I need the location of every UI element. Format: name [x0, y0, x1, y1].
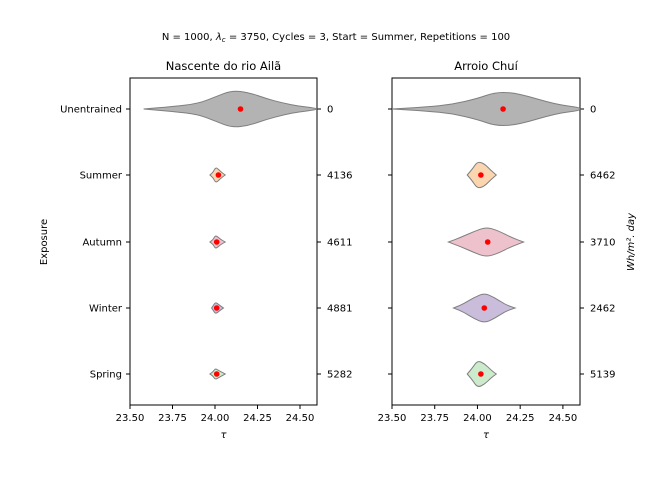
- right-value-label: 4881: [327, 304, 352, 315]
- category-label: Unentrained: [60, 105, 122, 116]
- suptitle: N = 1000, λc = 3750, Cycles = 3, Start =…: [162, 32, 510, 44]
- mean-point-autumn: [484, 239, 491, 245]
- panel-title: Nascente do rio Ailã: [166, 59, 281, 73]
- x-tick-label: 24.25: [506, 413, 535, 424]
- panel-title: Arroio Chuí: [454, 59, 518, 73]
- mean-point-unentrained: [500, 106, 506, 112]
- violin-unentrained: [391, 91, 581, 127]
- x-tick-label: 24.00: [463, 413, 492, 424]
- right-value-label: 4136: [327, 171, 352, 182]
- right-value-label: 6462: [590, 171, 615, 182]
- mean-point-summer: [215, 172, 222, 178]
- x-tick-label: 24.50: [286, 413, 315, 424]
- x-tick-label: 23.50: [378, 413, 407, 424]
- x-tick-label: 23.75: [420, 413, 449, 424]
- x-tick-label: 24.25: [243, 413, 272, 424]
- category-label: Autumn: [82, 238, 122, 249]
- suptitle-suffix: = 3750, Cycles = 3, Start = Summer, Repe…: [226, 32, 511, 43]
- x-tick-label: 23.75: [158, 413, 187, 424]
- x-axis-label: τ: [220, 430, 227, 441]
- right-value-label: 5139: [590, 370, 615, 381]
- right-value-label: 3710: [590, 238, 615, 249]
- suptitle-lambda-sub: c: [222, 36, 226, 44]
- right-value-label: 2462: [590, 304, 615, 315]
- suptitle-lambda: λ: [215, 32, 222, 43]
- mean-point-winter: [213, 305, 220, 311]
- panel-left: Nascente do rio Ailã 23.50 23.75 24.00 24.25…: [60, 59, 352, 441]
- x-tick-label: 23.50: [116, 413, 145, 424]
- mean-point-winter: [481, 305, 488, 311]
- category-label: Winter: [89, 304, 123, 315]
- panel-right: Arroio Chuí 23.50 23.75 24.00 24.25 24.50 τ 0 64…: [378, 59, 616, 441]
- mean-point-spring: [213, 371, 220, 377]
- mean-point-summer: [478, 172, 484, 178]
- right-value-label: 4611: [327, 238, 352, 249]
- y-axis-label: Exposure: [39, 219, 50, 265]
- suptitle-prefix: N = 1000,: [162, 32, 216, 43]
- mean-point-autumn: [213, 239, 220, 245]
- x-axis-label: τ: [483, 430, 490, 441]
- category-label: Summer: [80, 171, 123, 182]
- right-value-label: 0: [327, 105, 333, 116]
- right-value-label: 5282: [327, 370, 352, 381]
- mean-point-unentrained: [237, 106, 244, 112]
- category-label: Spring: [90, 370, 122, 381]
- mean-point-spring: [478, 371, 484, 377]
- x-tick-label: 24.00: [201, 413, 230, 424]
- violin-unentrained: [143, 90, 318, 128]
- x-tick-label: 24.50: [549, 413, 578, 424]
- right-value-label: 0: [590, 105, 596, 116]
- right-y-axis-label: Wh/m². day: [626, 212, 637, 271]
